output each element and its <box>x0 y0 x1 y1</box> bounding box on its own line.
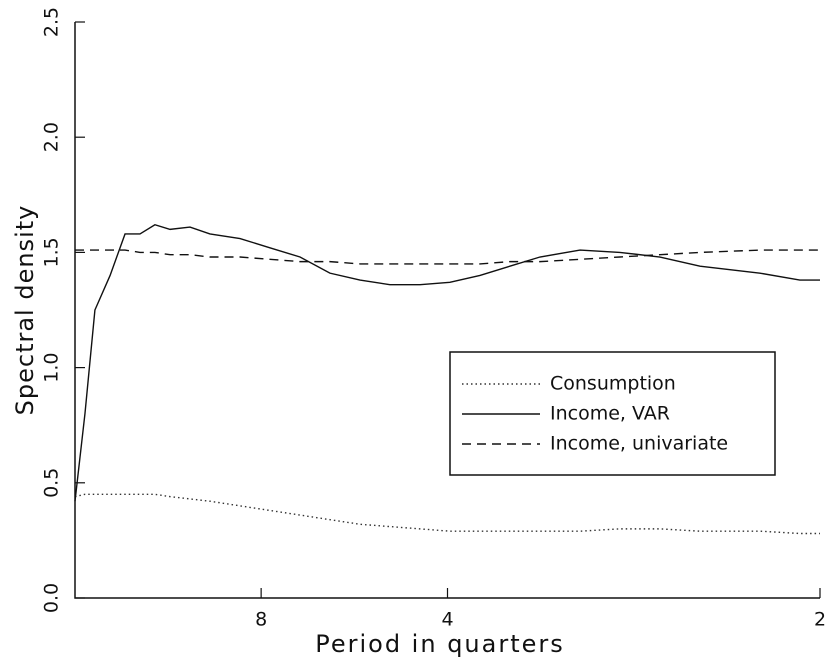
legend-label: Consumption <box>550 373 676 395</box>
y-tick-label: 2.0 <box>41 122 63 152</box>
y-tick-label: 1.5 <box>41 237 63 267</box>
legend-box <box>449 351 776 476</box>
y-tick-label: 0.0 <box>41 583 63 613</box>
y-tick-label: 0.5 <box>41 468 63 498</box>
series-line <box>75 249 820 265</box>
series-line <box>74 493 820 535</box>
legend-label: Income, VAR <box>550 403 670 425</box>
y-axis-label: Spectral density <box>11 205 39 416</box>
x-tick-label: 2 <box>814 609 826 631</box>
x-axis-label: Period in quarters <box>315 630 565 658</box>
x-tick-label: 4 <box>441 609 453 631</box>
legend-label: Income, univariate <box>550 433 728 455</box>
axes <box>74 22 820 599</box>
y-tick-label: 2.5 <box>41 7 63 37</box>
x-tick-label: 8 <box>255 609 267 631</box>
y-tick-label: 1.0 <box>41 352 63 382</box>
series-line <box>74 223 820 502</box>
